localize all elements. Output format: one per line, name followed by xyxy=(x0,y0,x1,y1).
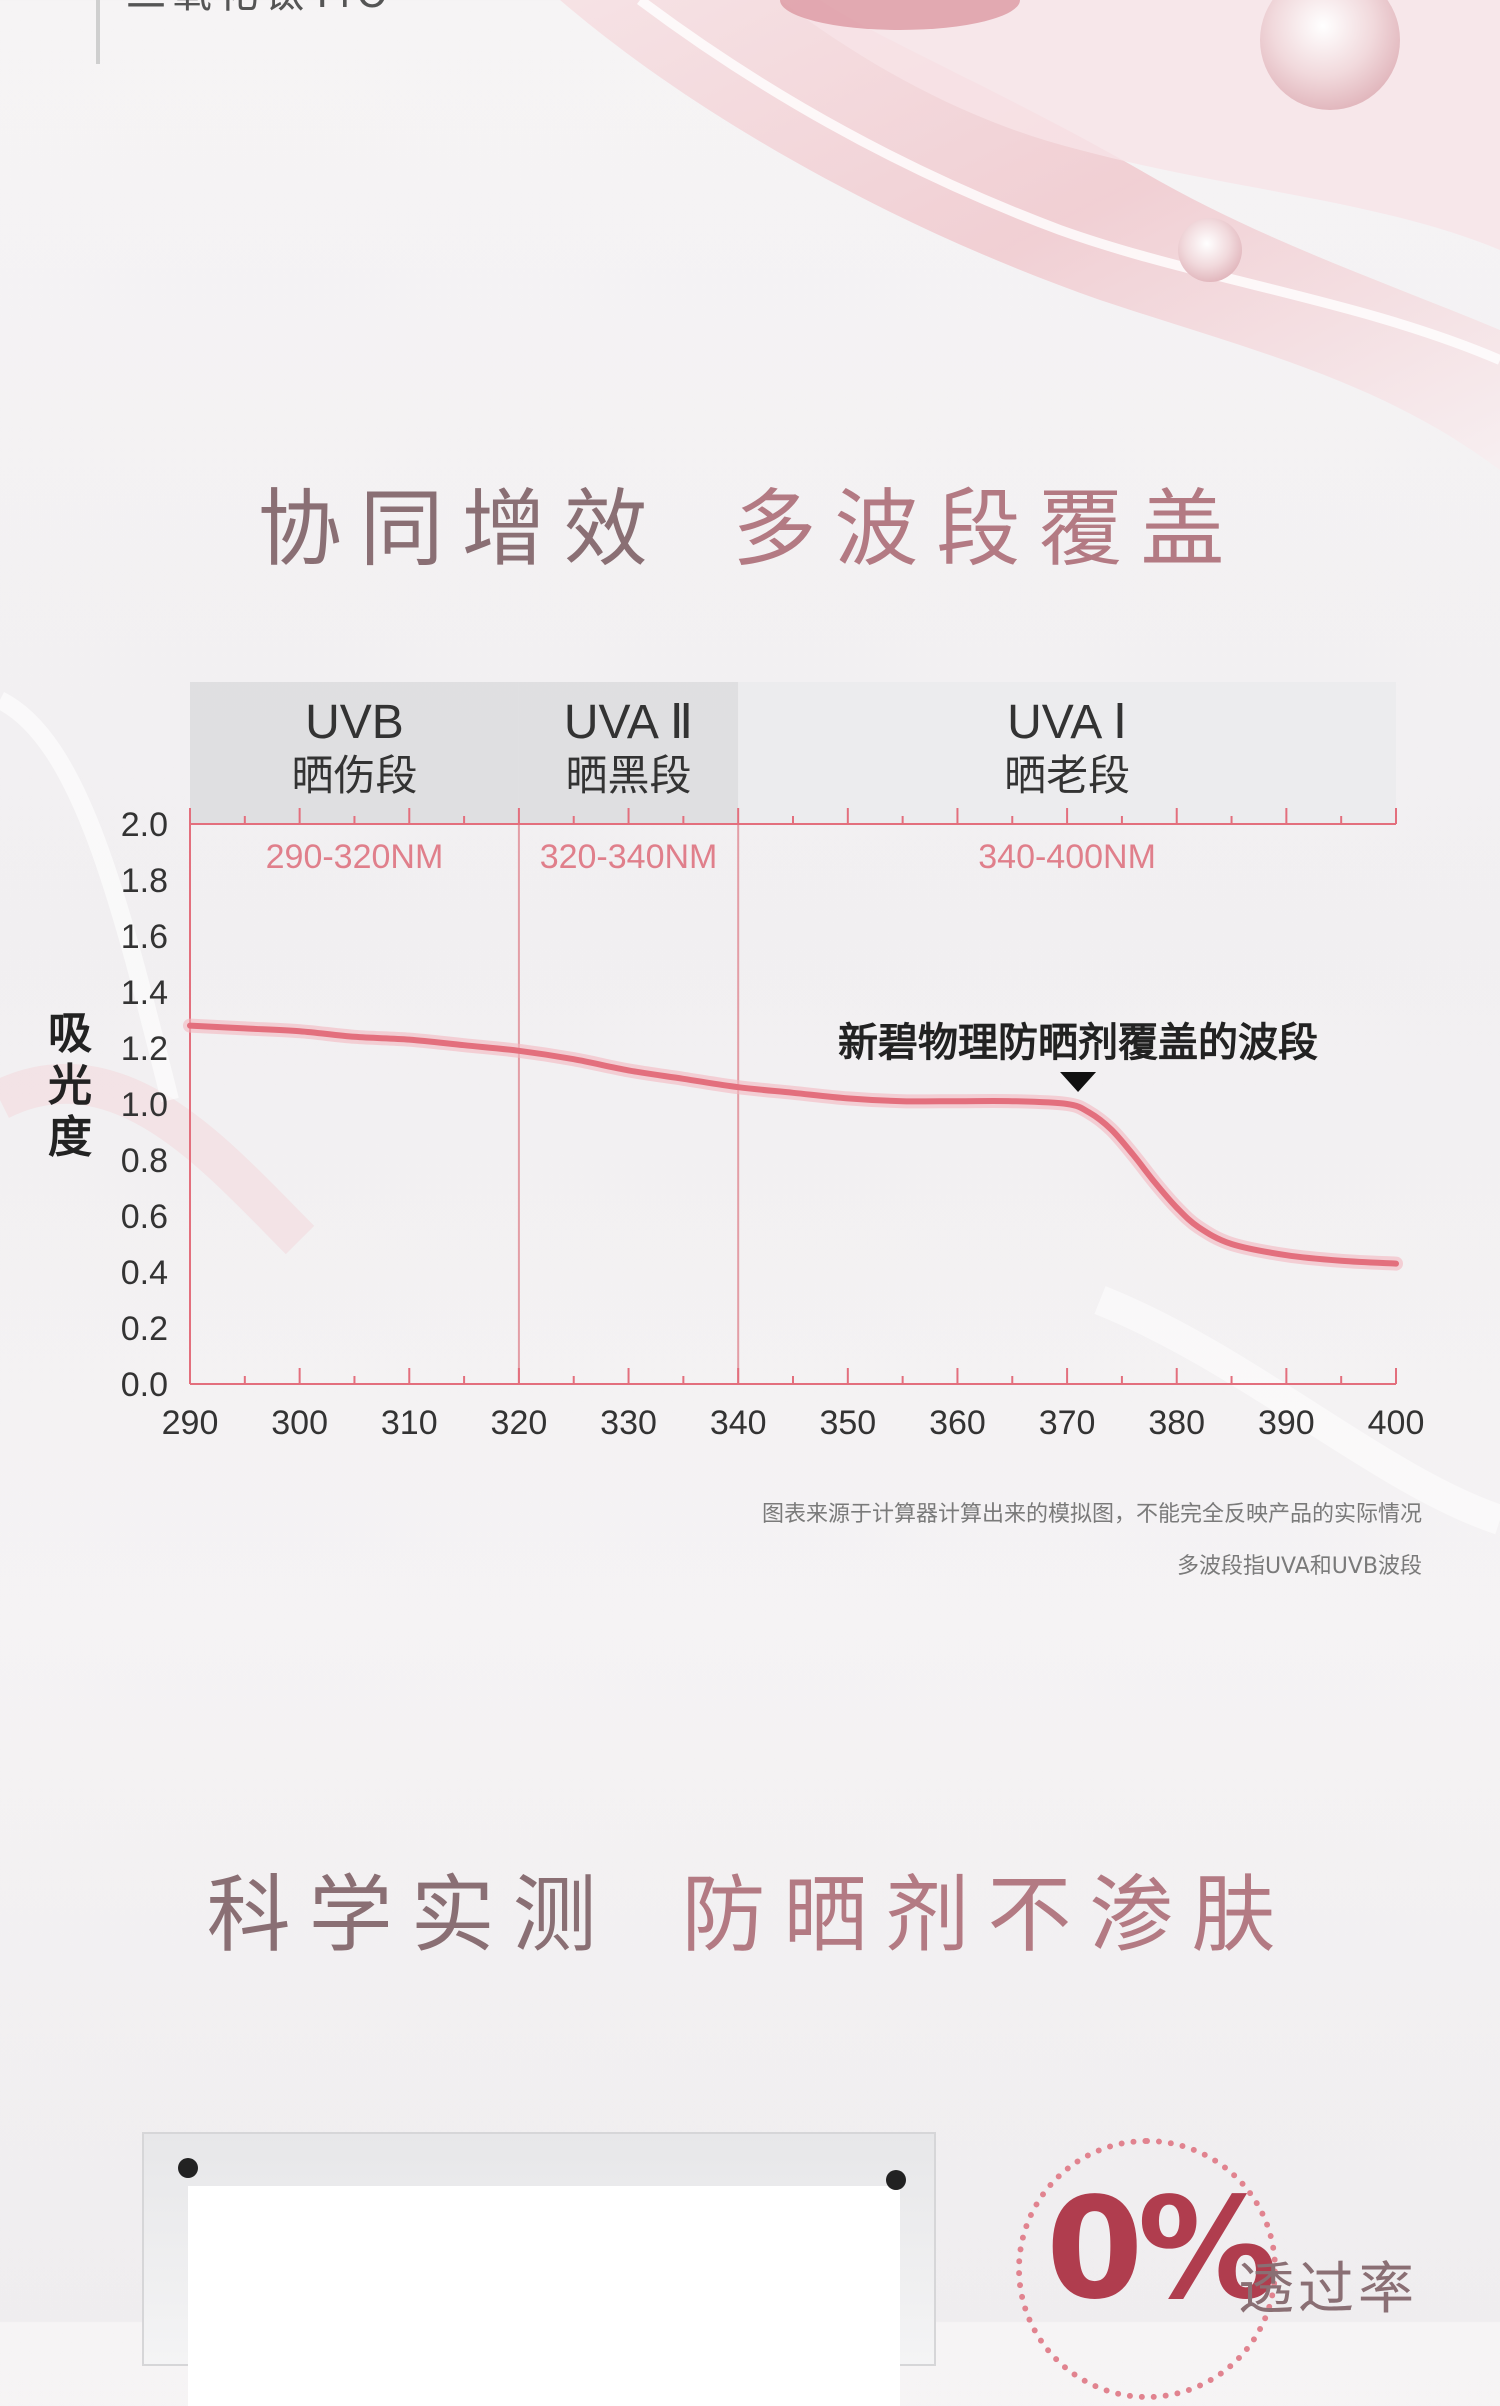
y-tick-label: 2.0 xyxy=(121,806,168,844)
transmittance-value: 0% xyxy=(1046,2168,1278,2331)
band-desc: 晒老段 xyxy=(1004,751,1130,800)
y-tick-label: 0.0 xyxy=(121,1366,168,1404)
annotation-arrow-icon xyxy=(1060,1072,1097,1092)
test-paper xyxy=(188,2186,900,2406)
x-tick-label: 340 xyxy=(710,1404,767,1442)
band-header-bg xyxy=(190,682,519,824)
section-title-skin-test: 科学实测 防晒剂不渗肤 xyxy=(0,1848,1500,1969)
chart-footnote-bands: 多波段指UVA和UVB波段 xyxy=(1176,1554,1422,1579)
section-title-part2: 多波段覆盖 xyxy=(732,480,1243,578)
x-tick-label: 360 xyxy=(929,1404,986,1442)
x-tick-label: 330 xyxy=(600,1404,657,1442)
section-title-coverage: 协同增效 多波段覆盖 xyxy=(0,462,1500,583)
y-tick-label: 0.2 xyxy=(121,1310,168,1348)
test-board-image xyxy=(142,2132,936,2406)
x-tick-label: 350 xyxy=(819,1404,876,1442)
band-header-bg xyxy=(518,682,739,824)
pin-icon xyxy=(886,2170,906,2190)
y-axis-label-char: 度 xyxy=(48,1112,92,1163)
y-tick-label: 1.4 xyxy=(121,974,168,1012)
band-desc: 晒黑段 xyxy=(566,751,692,800)
x-tick-label: 370 xyxy=(1039,1404,1096,1442)
transmittance-label: 透过率 xyxy=(1238,2257,1418,2322)
x-tick-label: 320 xyxy=(491,1404,548,1442)
chart-footnote-source: 图表来源于计算器计算出来的模拟图，不能完全反映产品的实际情况 xyxy=(761,1502,1422,1527)
band-name: UVA Ⅱ xyxy=(564,696,693,749)
band-header-bg xyxy=(738,682,1396,824)
y-tick-label: 1.8 xyxy=(121,862,168,900)
band-name: UVA Ⅰ xyxy=(1007,696,1127,749)
y-tick-label: 1.2 xyxy=(121,1030,168,1068)
y-axis-label-char: 吸 xyxy=(48,1008,92,1059)
band-range-label: 290-320NM xyxy=(266,838,444,876)
top-caption: 二氧化钛TiO xyxy=(96,0,394,64)
band-range-label: 320-340NM xyxy=(540,838,718,876)
section-title-part2: 防晒剂不渗肤 xyxy=(681,1866,1294,1964)
x-tick-label: 390 xyxy=(1258,1404,1315,1442)
y-axis-label-char: 光 xyxy=(48,1060,92,1111)
pin-icon xyxy=(178,2158,198,2178)
y-tick-label: 0.8 xyxy=(121,1142,168,1180)
section-title-part1: 协同增效 xyxy=(257,480,666,578)
y-tick-label: 1.6 xyxy=(121,918,168,956)
x-tick-label: 290 xyxy=(162,1404,219,1442)
x-tick-label: 400 xyxy=(1368,1404,1425,1442)
section-title-part1: 科学实测 xyxy=(206,1866,615,1964)
x-tick-label: 380 xyxy=(1148,1404,1205,1442)
y-tick-label: 0.6 xyxy=(121,1198,168,1236)
annotation-text: 新碧物理防晒剂覆盖的波段 xyxy=(838,1020,1318,1066)
x-tick-label: 300 xyxy=(271,1404,328,1442)
y-tick-label: 0.4 xyxy=(121,1254,168,1292)
series-line xyxy=(187,1022,1399,1267)
y-tick-label: 1.0 xyxy=(121,1086,168,1124)
band-name: UVB xyxy=(305,696,404,749)
band-desc: 晒伤段 xyxy=(291,751,417,800)
band-range-label: 340-400NM xyxy=(978,838,1156,876)
x-tick-label: 310 xyxy=(381,1404,438,1442)
